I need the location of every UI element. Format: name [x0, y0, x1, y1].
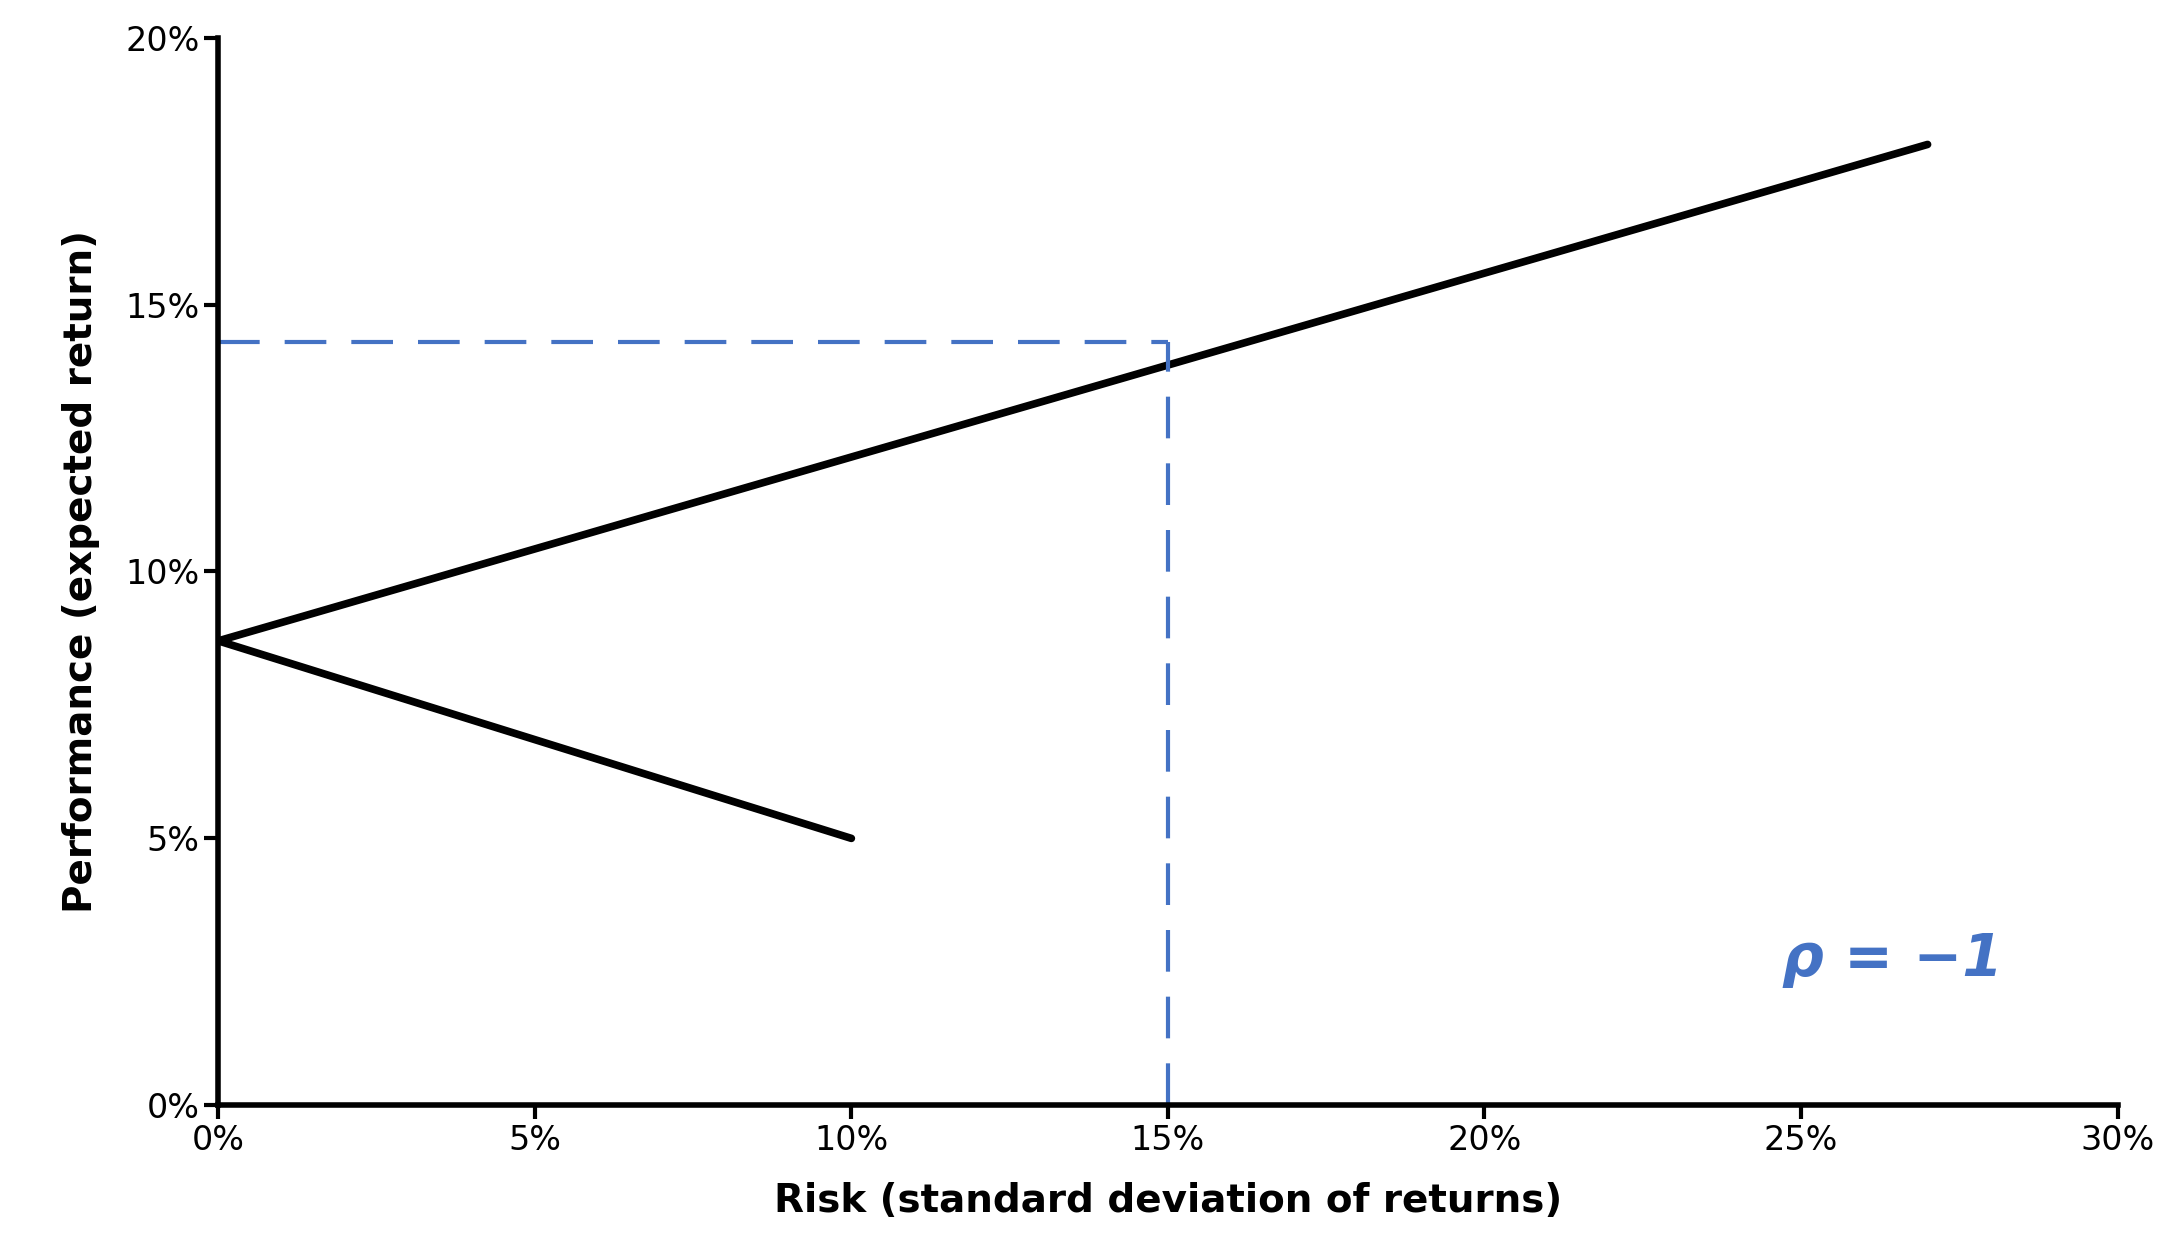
Y-axis label: Performance (expected return): Performance (expected return): [61, 230, 100, 913]
Text: ρ = −1: ρ = −1: [1781, 931, 2002, 987]
X-axis label: Risk (standard deviation of returns): Risk (standard deviation of returns): [773, 1182, 1563, 1220]
